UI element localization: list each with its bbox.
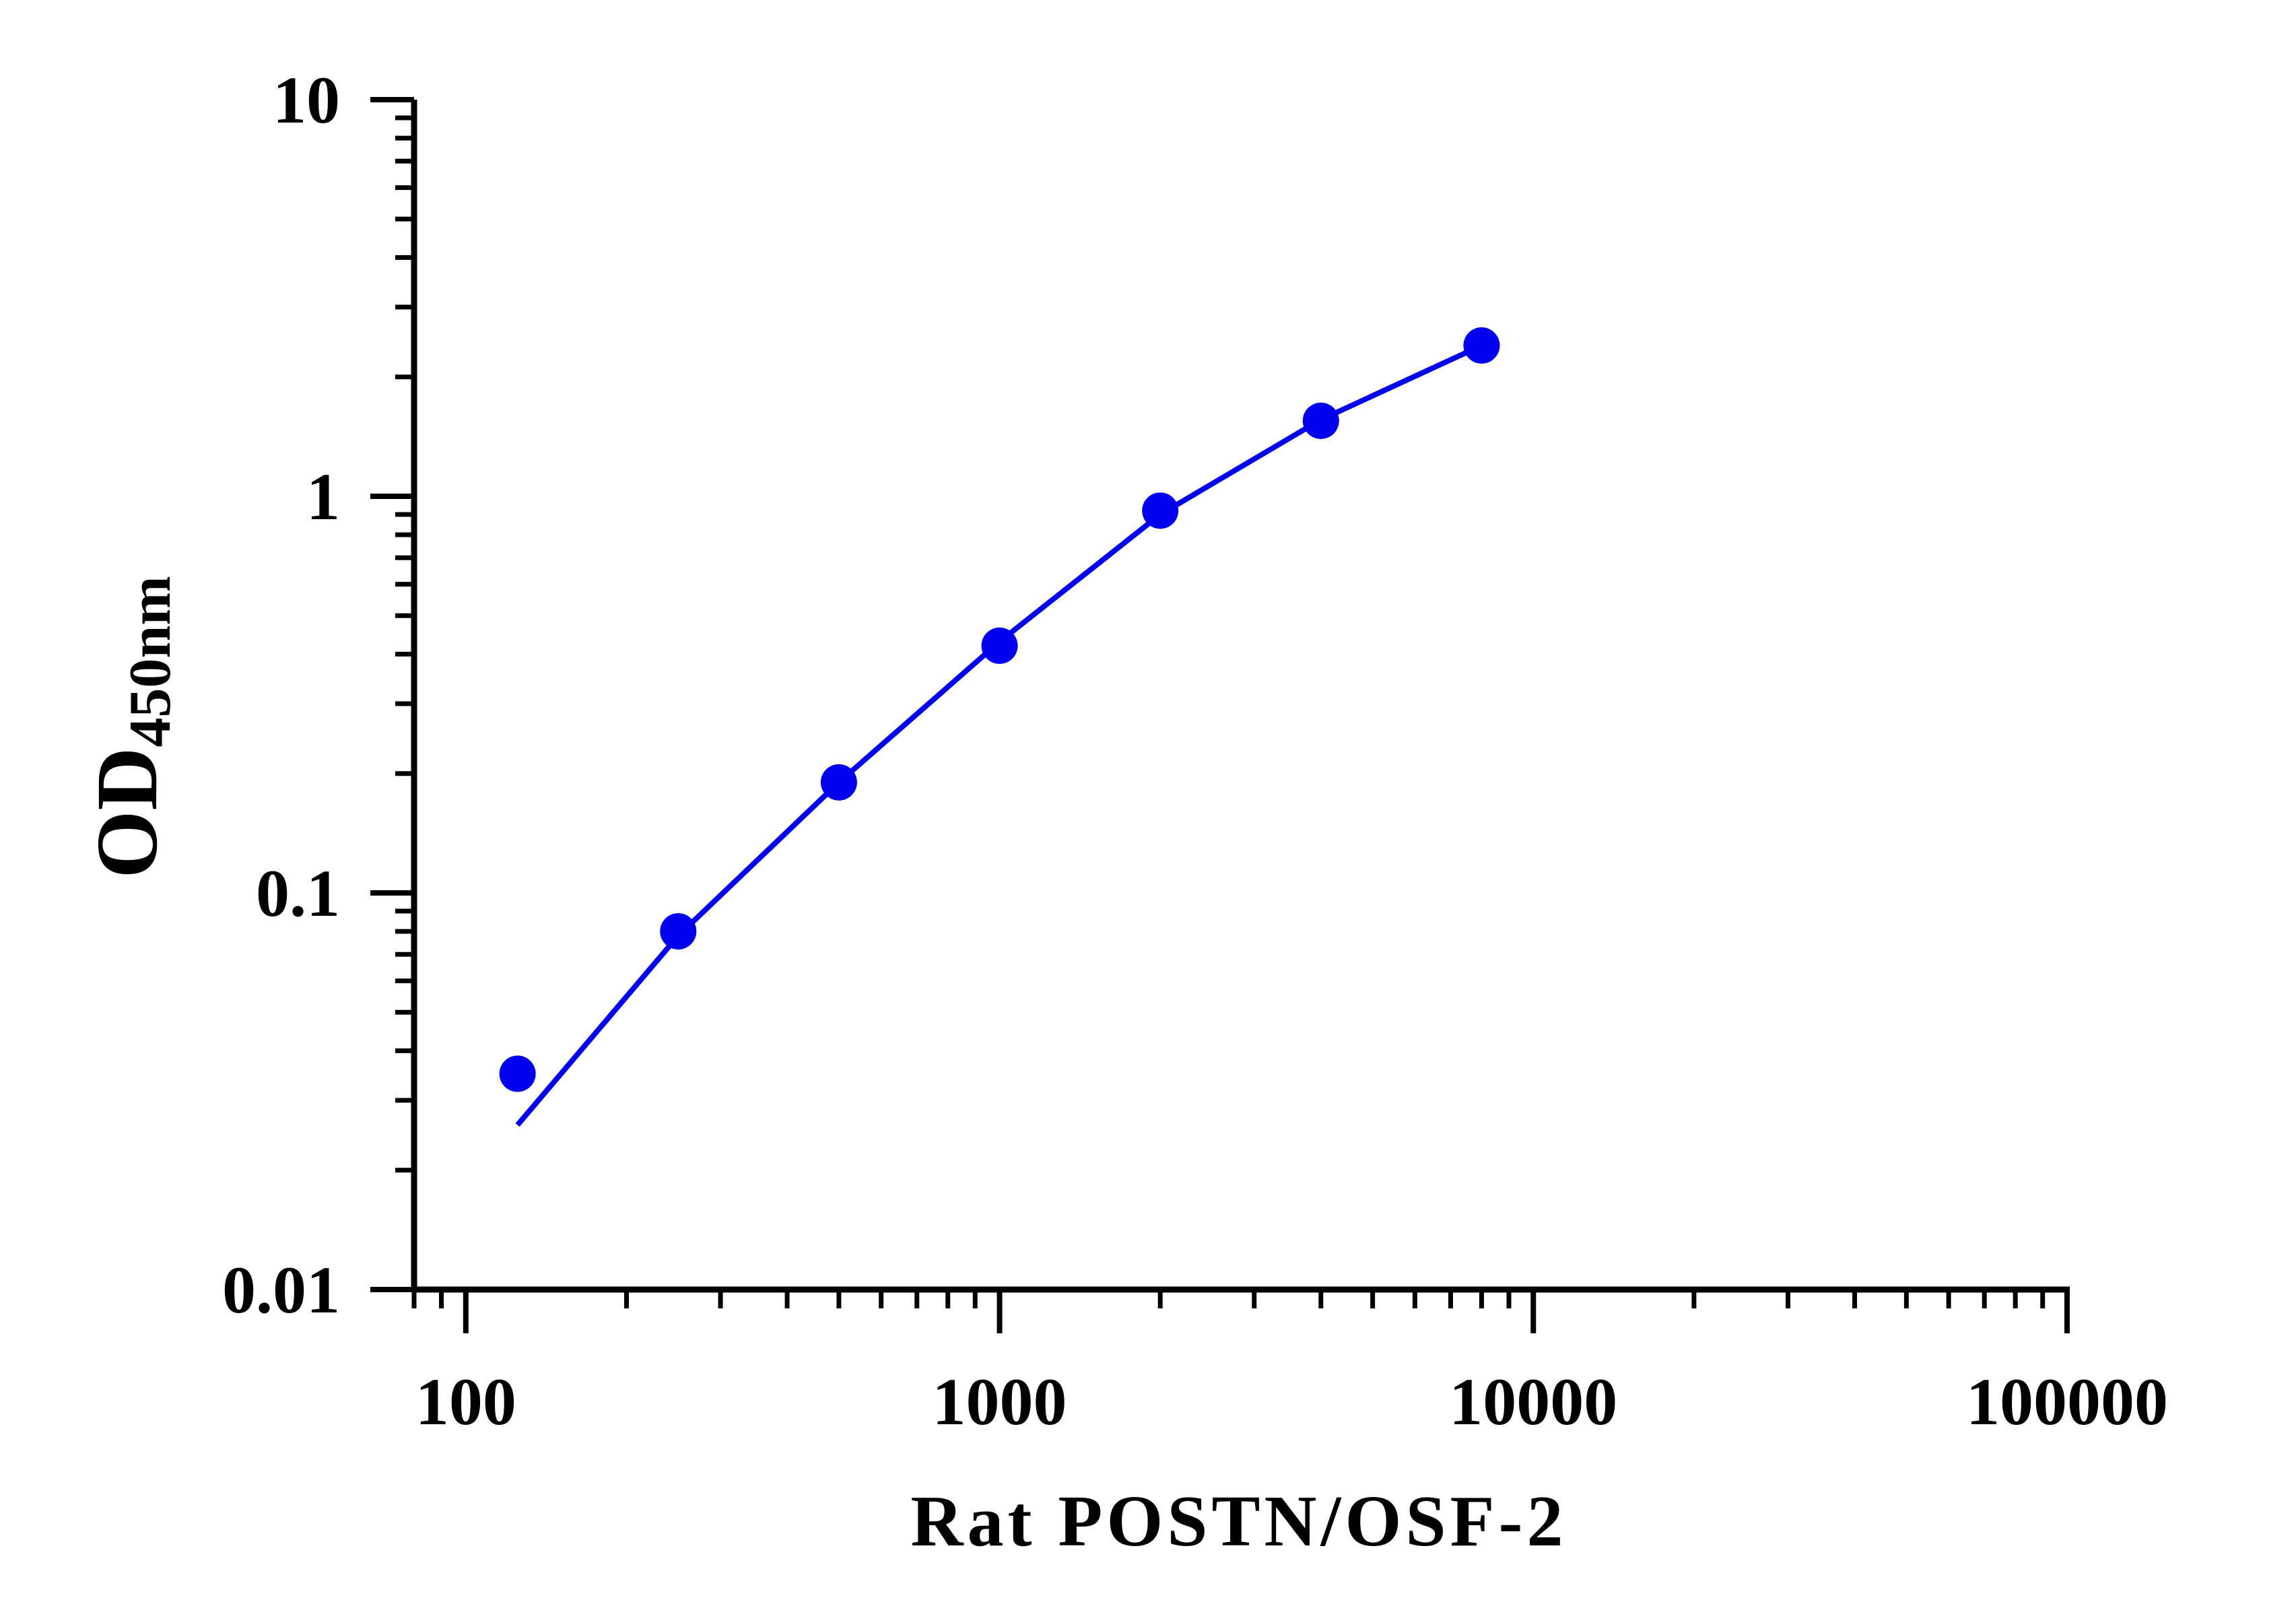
x-tick-label: 10000 <box>1449 1364 1617 1439</box>
y-axis-title: OD450nm <box>79 576 183 878</box>
y-tick-label: 0.1 <box>256 856 340 931</box>
y-axis-ticks <box>370 97 414 1292</box>
y-tick-label: 10 <box>273 63 340 137</box>
y-tick-label: 0.01 <box>222 1252 340 1327</box>
data-point <box>820 764 857 801</box>
y-axis-title-main: OD <box>79 747 176 879</box>
x-axis-tick-labels: 100 1000 10000 100000 <box>415 1364 2168 1439</box>
x-axis-ticks <box>411 1290 2070 1333</box>
x-tick-label: 100000 <box>1966 1364 2168 1439</box>
data-point <box>981 627 1018 664</box>
data-points-group <box>499 327 1500 1092</box>
x-tick-label: 1000 <box>933 1364 1067 1439</box>
fit-curve-group <box>515 343 1483 1127</box>
data-point <box>1302 402 1339 439</box>
data-point <box>660 913 697 950</box>
data-point <box>1142 492 1179 529</box>
fit-curve <box>515 343 1483 1127</box>
axes <box>411 100 2070 1293</box>
data-point <box>1463 327 1500 364</box>
y-axis-title-subscript: 450nm <box>118 576 183 747</box>
x-tick-label: 100 <box>415 1364 516 1439</box>
y-axis-tick-labels: 0.01 0.1 1 10 <box>222 63 340 1327</box>
data-point <box>499 1055 536 1092</box>
y-tick-label: 1 <box>306 459 340 534</box>
x-axis-title: Rat POSTN/OSF-2 <box>910 1481 1567 1562</box>
